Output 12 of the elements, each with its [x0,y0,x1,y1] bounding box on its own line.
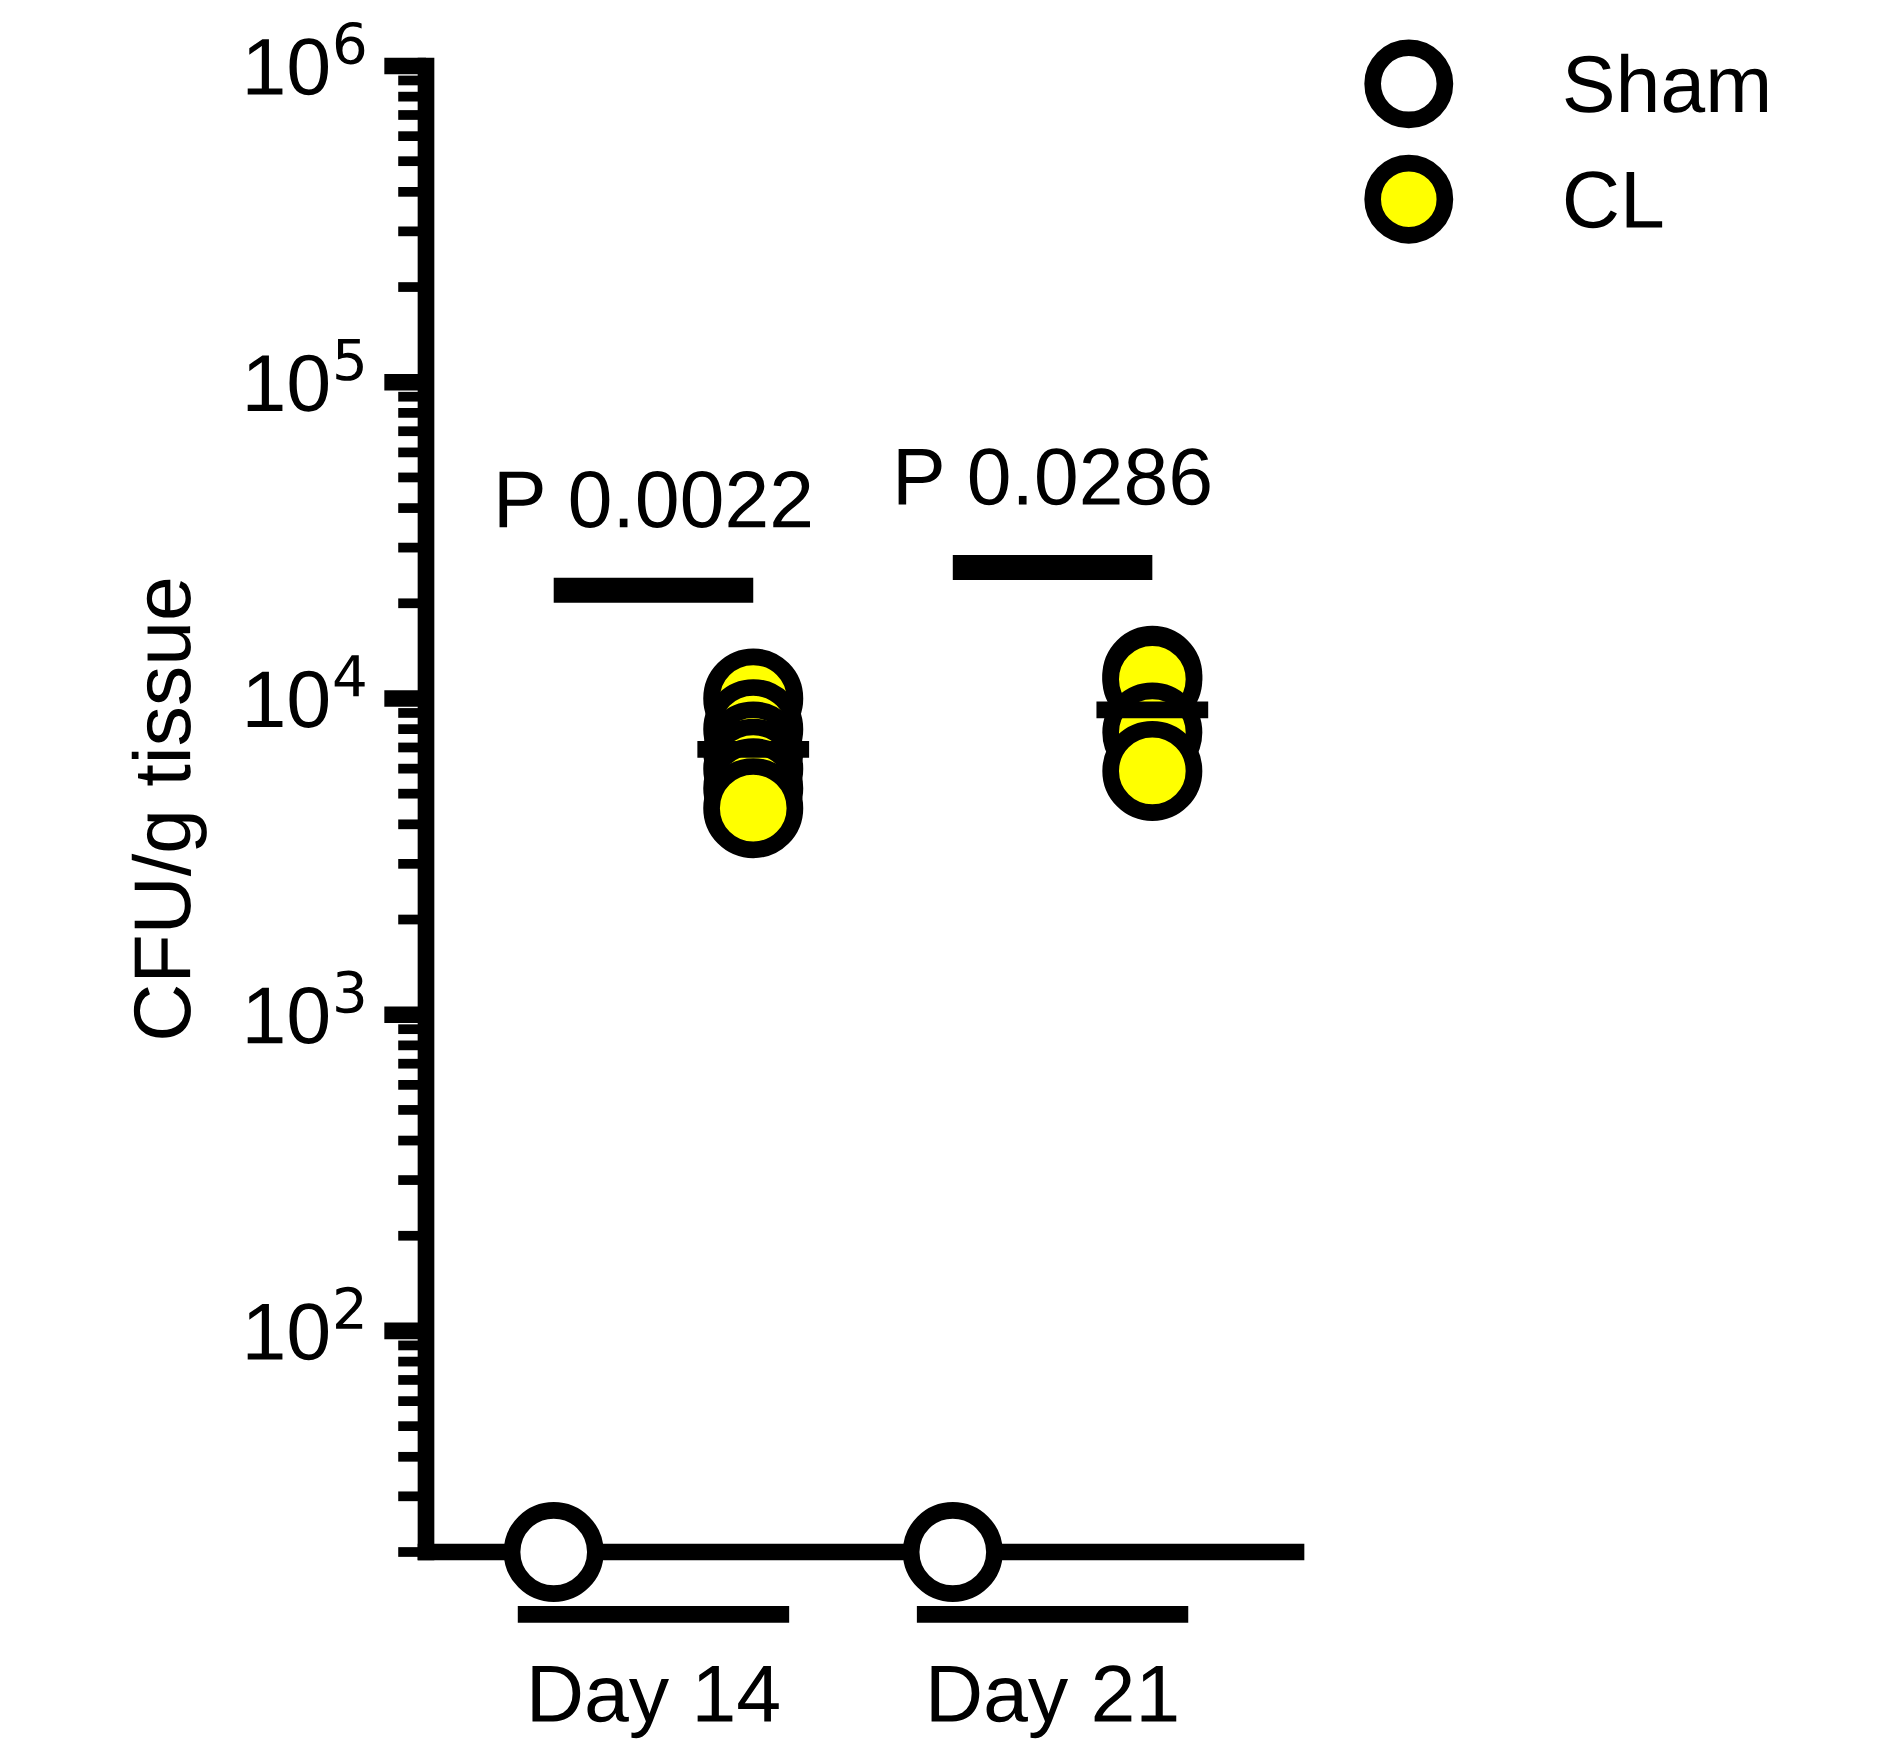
y-tick-label: 10$^{3}$ [247,970,364,1045]
legend-label: CL [1565,171,1663,229]
annotation: P 0.0286 [898,448,1210,506]
annotation: P 0.0022 [499,471,810,529]
x-tick-label: Day 14 [532,1666,779,1739]
y-tick-label: 10$^{5}$ [247,338,363,412]
legend-label: Sham [1565,53,1767,113]
x-tick-label: Day 21 [931,1665,1177,1739]
y-axis-title: CFU/g tissue [131,579,207,1038]
y-tick-label: 10$^{6}$ [247,21,365,96]
y-tick-label: 10$^{4}$ [247,655,365,728]
y-tick-label: 10$^{2}$ [247,1286,363,1361]
